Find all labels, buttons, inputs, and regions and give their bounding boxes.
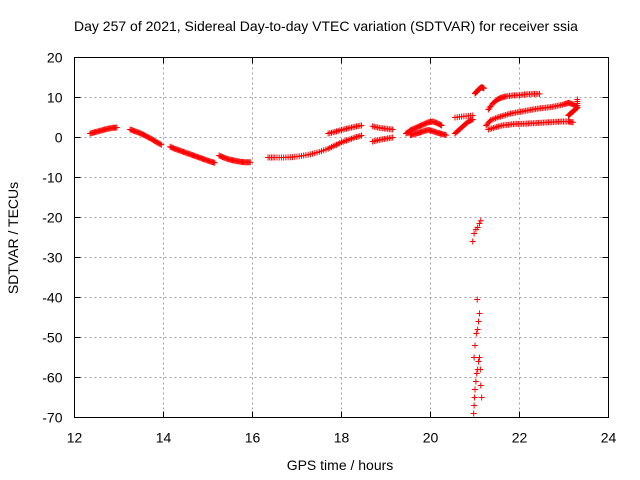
series-track-i [451, 112, 476, 137]
series-track-k [485, 90, 543, 113]
data-point [475, 358, 482, 365]
data-point [472, 342, 478, 349]
y-tick-label: -70 [42, 410, 62, 426]
data-point [569, 119, 576, 126]
grid [74, 57, 609, 418]
x-tick-label: 12 [67, 430, 83, 446]
data-point [211, 159, 218, 166]
data-point [478, 394, 485, 401]
series-track-m [485, 118, 576, 133]
data-point [389, 134, 396, 141]
data-points [87, 84, 581, 417]
data-point [438, 122, 445, 129]
data-point [470, 410, 477, 417]
x-tick-label: 16 [245, 430, 261, 446]
data-point [477, 382, 484, 389]
y-tick-label: 10 [47, 90, 63, 106]
series-track-n [565, 96, 581, 119]
y-axis-label: SDTVAR / TECUs [5, 182, 21, 294]
data-point [477, 366, 484, 373]
data-point [474, 326, 481, 333]
series-track-h [407, 126, 450, 139]
data-point [474, 224, 481, 231]
series-track-a [87, 124, 165, 148]
data-point [471, 394, 478, 401]
y-tick-label: -20 [42, 210, 62, 226]
data-point [477, 217, 484, 224]
data-point [476, 310, 483, 317]
x-tick-label: 18 [334, 430, 350, 446]
plot-frame [74, 57, 609, 418]
data-point [358, 122, 365, 129]
y-tick-label: -40 [42, 290, 62, 306]
series-track-b [167, 143, 218, 166]
x-tick-label: 20 [423, 430, 439, 446]
x-tick-label: 24 [601, 430, 617, 446]
data-point [473, 330, 480, 337]
data-point [471, 230, 478, 237]
data-point [536, 90, 543, 97]
data-point [471, 402, 478, 409]
data-point [471, 354, 478, 361]
series-dropout [469, 217, 485, 417]
data-point [480, 85, 487, 92]
data-point [472, 378, 479, 385]
data-point [158, 141, 165, 148]
y-tick-label: -50 [42, 330, 62, 346]
y-tick-label: -60 [42, 370, 62, 386]
series-track-e [325, 122, 365, 137]
data-point [476, 220, 483, 227]
series-track-g [403, 118, 445, 137]
data-point [437, 121, 444, 128]
data-point [389, 126, 396, 133]
data-point [475, 318, 482, 325]
x-tick-label: 22 [512, 430, 528, 446]
data-point [472, 386, 478, 393]
series-track-d [265, 132, 365, 161]
data-point [247, 159, 254, 166]
series-track-c [216, 152, 254, 166]
data-point [443, 132, 450, 139]
data-point [358, 132, 365, 139]
data-point [469, 112, 476, 119]
data-point [476, 354, 483, 361]
y-tick-label: 0 [55, 130, 63, 146]
series-track-f [369, 123, 396, 145]
data-point [474, 296, 481, 303]
series-track-j [472, 84, 487, 97]
data-point [157, 141, 164, 148]
chart-title: Day 257 of 2021, Sidereal Day-to-day VTE… [74, 18, 578, 34]
x-tick-label: 14 [156, 430, 172, 446]
data-point [469, 238, 476, 245]
series-track-l [483, 99, 581, 129]
x-axis-label: GPS time / hours [287, 457, 394, 473]
y-tick-label: -10 [42, 170, 62, 186]
axis-ticks: 12 14 16 18 20 22 24 -70 -60 -50 -40 -30 -20 -10 0 10 20 [42, 50, 616, 446]
data-point [113, 124, 120, 131]
y-tick-label: -30 [42, 250, 62, 266]
y-tick-label: 20 [47, 50, 63, 66]
data-point [473, 370, 480, 377]
data-point [574, 96, 581, 103]
